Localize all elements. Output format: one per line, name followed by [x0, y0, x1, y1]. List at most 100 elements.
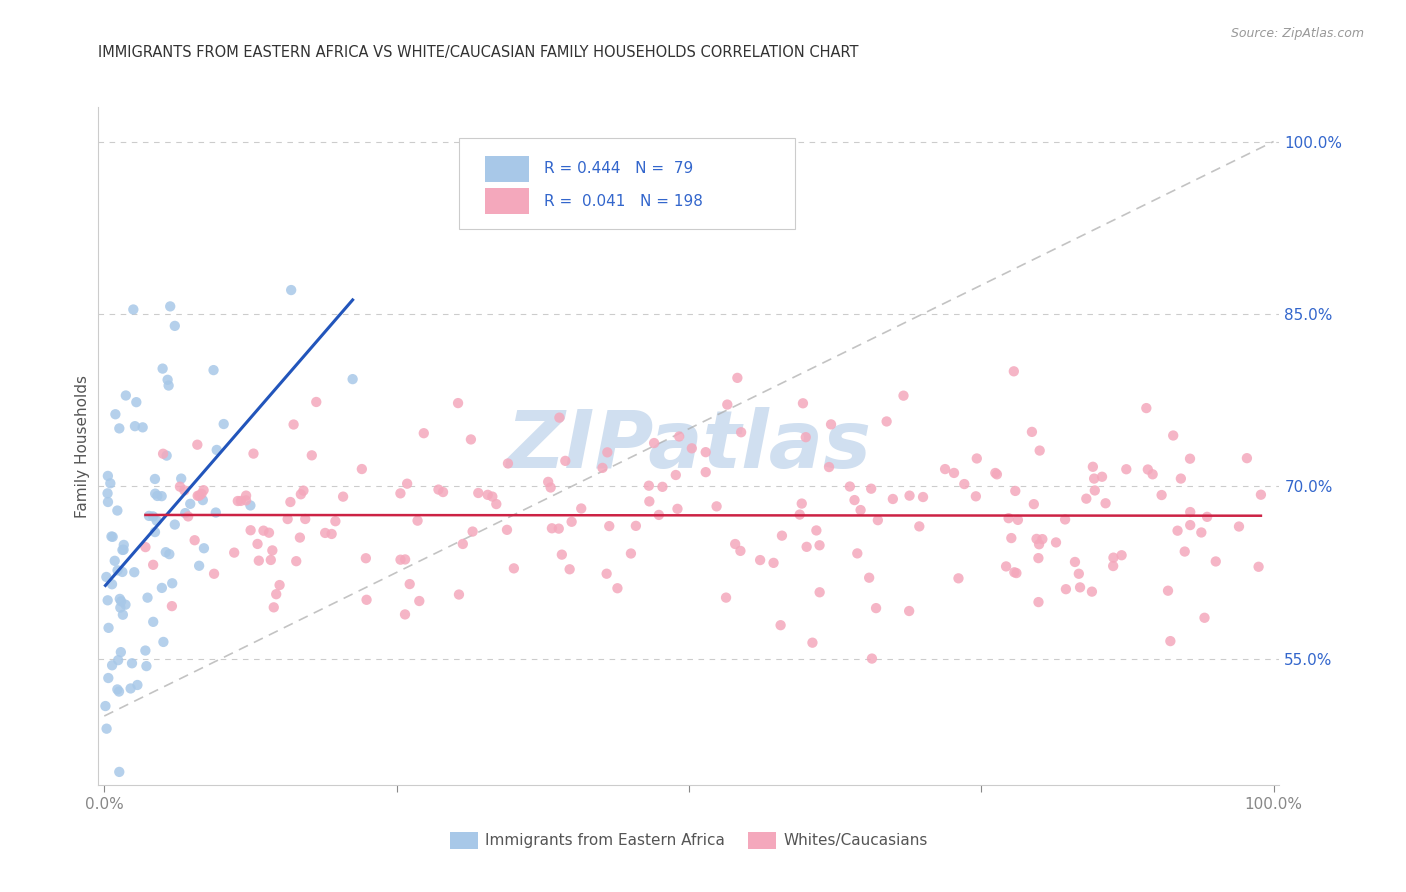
- Point: [163, 318, 186, 333]
- Point: [762, 556, 785, 570]
- Point: [108, 421, 131, 435]
- Point: [569, 501, 592, 516]
- Point: [125, 395, 148, 409]
- Point: [986, 467, 1008, 482]
- Point: [1250, 488, 1272, 502]
- Point: [398, 577, 420, 591]
- Point: [269, 578, 291, 592]
- Point: [152, 447, 174, 461]
- Point: [394, 607, 416, 622]
- Point: [305, 395, 328, 409]
- Point: [865, 601, 887, 615]
- Point: [190, 487, 212, 501]
- Point: [97, 486, 120, 500]
- Point: [104, 554, 127, 568]
- Point: [124, 419, 146, 434]
- Point: [806, 524, 828, 538]
- Point: [1002, 364, 1025, 378]
- Text: IMMIGRANTS FROM EASTERN AFRICA VS WHITE/CAUCASIAN FAMILY HOUSEHOLDS CORRELATION : IMMIGRANTS FROM EASTERN AFRICA VS WHITE/…: [98, 45, 859, 60]
- Point: [239, 499, 262, 513]
- Point: [332, 490, 354, 504]
- Point: [1136, 462, 1159, 476]
- Point: [394, 552, 416, 566]
- Point: [1028, 537, 1050, 551]
- Point: [997, 511, 1019, 525]
- Point: [146, 489, 169, 503]
- Point: [202, 363, 225, 377]
- Point: [730, 544, 752, 558]
- Point: [280, 495, 302, 509]
- Point: [808, 585, 831, 599]
- Point: [724, 537, 747, 551]
- Point: [1157, 583, 1180, 598]
- Point: [138, 508, 160, 523]
- Point: [301, 448, 323, 462]
- Point: [1069, 580, 1091, 594]
- Point: [124, 565, 146, 579]
- Point: [624, 519, 647, 533]
- Point: [460, 433, 482, 447]
- Point: [1170, 472, 1192, 486]
- Point: [101, 577, 124, 591]
- Point: [695, 445, 717, 459]
- Point: [94, 699, 117, 714]
- Point: [558, 562, 581, 576]
- Point: [1005, 566, 1028, 580]
- Point: [204, 506, 226, 520]
- Point: [101, 658, 124, 673]
- Point: [202, 566, 225, 581]
- Bar: [485, 156, 530, 182]
- Point: [1067, 566, 1090, 581]
- Point: [97, 495, 120, 509]
- Point: [188, 489, 211, 503]
- Point: [1167, 524, 1189, 538]
- Point: [105, 503, 128, 517]
- Bar: [485, 188, 530, 214]
- Point: [135, 659, 157, 673]
- Point: [860, 651, 883, 665]
- Point: [1064, 555, 1087, 569]
- Point: [1091, 469, 1114, 483]
- Point: [111, 565, 134, 579]
- Point: [112, 538, 135, 552]
- Point: [846, 546, 869, 560]
- Point: [984, 466, 1007, 480]
- Point: [820, 417, 842, 432]
- Point: [540, 481, 562, 495]
- Point: [152, 635, 174, 649]
- Point: [263, 600, 285, 615]
- Point: [496, 523, 519, 537]
- Text: R =  0.041   N = 198: R = 0.041 N = 198: [544, 194, 703, 209]
- Point: [547, 522, 569, 536]
- Point: [1161, 428, 1184, 442]
- Point: [160, 576, 183, 591]
- Point: [706, 500, 728, 514]
- Point: [205, 442, 228, 457]
- Point: [716, 398, 738, 412]
- Point: [794, 430, 817, 444]
- Point: [1174, 544, 1197, 558]
- Point: [96, 570, 118, 584]
- Point: [314, 525, 336, 540]
- Point: [1028, 551, 1050, 566]
- Point: [112, 542, 135, 557]
- Point: [354, 551, 377, 566]
- Point: [160, 599, 183, 614]
- Point: [285, 554, 308, 568]
- Point: [1054, 512, 1077, 526]
- Point: [1180, 505, 1202, 519]
- Point: [170, 472, 193, 486]
- Point: [668, 429, 690, 443]
- Point: [858, 571, 880, 585]
- Point: [665, 468, 688, 483]
- Point: [143, 524, 166, 539]
- Point: [257, 525, 280, 540]
- Point: [1236, 451, 1258, 466]
- Text: Source: ZipAtlas.com: Source: ZipAtlas.com: [1230, 27, 1364, 40]
- Point: [1094, 496, 1116, 510]
- Point: [155, 545, 177, 559]
- Point: [1135, 401, 1157, 416]
- Point: [412, 426, 434, 441]
- Point: [934, 462, 956, 476]
- Point: [651, 480, 673, 494]
